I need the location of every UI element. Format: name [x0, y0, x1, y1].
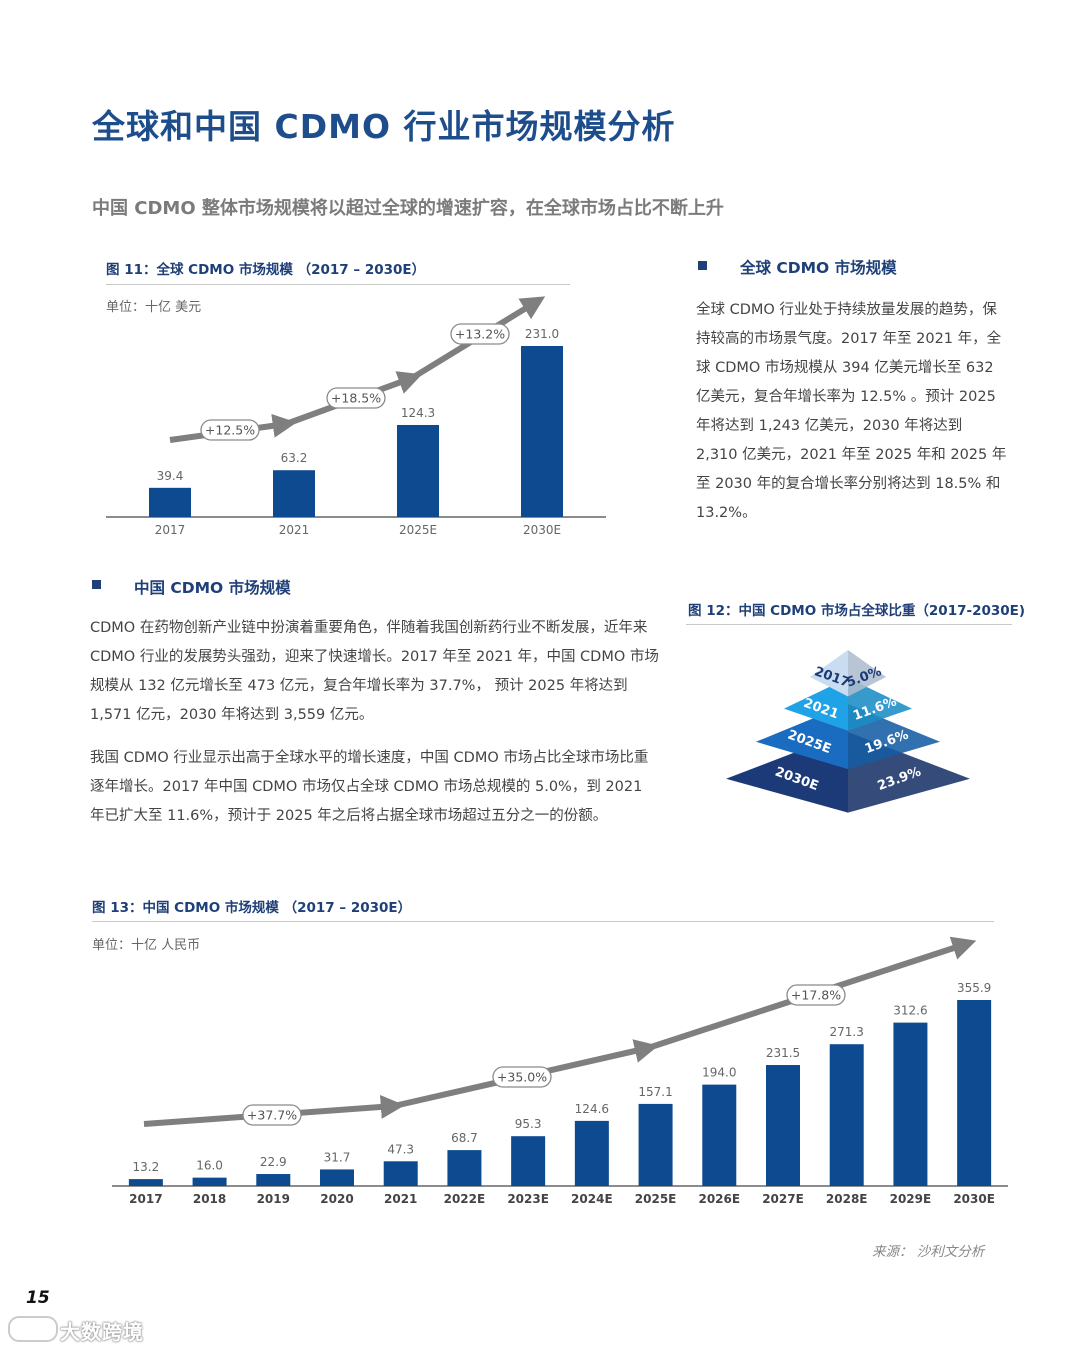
fig13-value-label: 231.5: [766, 1046, 800, 1060]
fig11-value-label: 124.3: [401, 406, 435, 420]
fig13-bar: [192, 1177, 227, 1186]
fig13-value-label: 13.2: [132, 1160, 159, 1174]
fig13-bar: [702, 1084, 737, 1186]
fig13-category-label: 2018: [193, 1192, 226, 1206]
fig11-caption: 图 11：全球 CDMO 市场规模 （2017 – 2030E）: [106, 262, 426, 278]
pyramid-tier-left-face: [810, 650, 848, 697]
fig13-value-label: 355.9: [957, 981, 991, 995]
fig11-value-label: 39.4: [157, 469, 184, 483]
fig11-growth-label: +18.5%: [331, 391, 381, 406]
fig13-category-label: 2023E: [507, 1192, 549, 1206]
fig13-category-label: 2017: [129, 1192, 162, 1206]
fig13-category-label: 2029E: [890, 1192, 932, 1206]
pyramid-tier-left-face: [784, 678, 848, 731]
fig13-bar: [447, 1150, 482, 1186]
fig13-value-label: 31.7: [324, 1150, 351, 1164]
fig11-value-label: 231.0: [525, 327, 559, 341]
fig13-caption: 图 13：中国 CDMO 市场规模 （2017 – 2030E）: [92, 900, 412, 916]
fig13-category-label: 2020: [320, 1192, 353, 1206]
fig13-bar: [320, 1169, 354, 1186]
fig13-bar: [766, 1065, 800, 1186]
fig13-category-label: 2027E: [762, 1192, 804, 1206]
pyramid-tier-right-face: [848, 678, 912, 731]
fig11-bar: [149, 487, 191, 517]
fig13-bar: [128, 1179, 163, 1186]
fig13-bar: [638, 1103, 673, 1186]
fig13-value-label: 95.3: [515, 1117, 542, 1131]
fig12-divider: [686, 624, 1012, 625]
watermark-logo-icon: [8, 1316, 58, 1342]
fig13-value-label: 124.6: [575, 1102, 609, 1116]
fig11-bar: [397, 424, 439, 517]
fig11-divider: [106, 284, 570, 285]
fig13-growth-pill: [786, 984, 846, 1006]
fig11-category-label: 2030E: [523, 523, 561, 537]
fig11-category-label: 2021: [279, 523, 310, 537]
fig11-category-label: 2017: [155, 523, 186, 537]
fig11-chart: 39.4 2017 63.2 2021 124.3 2025E 231.0 2030E +12.…: [106, 296, 606, 537]
fig13-category-label: 2021: [384, 1192, 417, 1206]
fig11-growth-label: +13.2%: [455, 327, 505, 342]
fig13-divider: [92, 921, 994, 922]
fig11-value-label: 63.2: [281, 451, 308, 465]
fig13-bar: [383, 1161, 418, 1186]
fig13-growth-label: +37.7%: [247, 1108, 297, 1123]
fig11-growth-label: +12.5%: [205, 423, 255, 438]
global-section-heading: 全球 CDMO 市场规模: [740, 259, 897, 277]
fig13-category-label: 2028E: [826, 1192, 868, 1206]
fig13-value-label: 68.7: [451, 1131, 478, 1145]
fig13-bar: [511, 1136, 546, 1186]
page-title: 全球和中国 CDMO 行业市场规模分析: [92, 107, 676, 146]
fig13-value-label: 312.6: [893, 1004, 927, 1018]
fig13-value-label: 157.1: [638, 1085, 672, 1099]
fig13-unit: 单位：十亿 人民币: [92, 938, 201, 953]
china-section-heading: 中国 CDMO 市场规模: [134, 579, 291, 597]
china-section-paragraph-2: 我国 CDMO 行业显示出高于全球水平的增长速度，中国 CDMO 市场占比全球市…: [90, 750, 649, 824]
global-section-paragraph: 全球 CDMO 行业处于持续放量发展的趋势，保持较高的市场景气度。2017 年至…: [696, 302, 1007, 521]
fig11-category-label: 2025E: [399, 523, 437, 537]
china-section-paragraph-1: CDMO 在药物创新产业链中扮演着重要角色，伴随着我国创新药行业不断发展，近年来…: [90, 620, 659, 723]
fig11-growth-pill: [326, 387, 386, 409]
fig11-growth-pill: [450, 323, 510, 345]
fig11-unit: 单位：十亿 美元: [106, 300, 202, 315]
fig13-value-label: 194.0: [702, 1066, 736, 1080]
global-section-bullet: [698, 261, 707, 270]
fig13-growth-label: +17.8%: [791, 988, 841, 1003]
fig13-category-label: 2025E: [635, 1192, 677, 1206]
fig13-category-label: 2019: [257, 1192, 290, 1206]
page-subtitle: 中国 CDMO 整体市场规模将以超过全球的增速扩容，在全球市场占比不断上升: [92, 198, 724, 219]
fig13-bar: [893, 1022, 928, 1186]
page-number: 15: [26, 1288, 50, 1308]
fig13-bar: [957, 1000, 992, 1186]
fig13-growth-label: +35.0%: [497, 1070, 547, 1085]
fig13-bar: [574, 1120, 609, 1186]
pyramid-tier-shade: [848, 678, 912, 731]
fig13-growth-pill: [242, 1104, 302, 1126]
source-note: 来源： 沙利文分析: [872, 1244, 985, 1260]
fig13-value-label: 47.3: [387, 1142, 414, 1156]
pyramid-tier-right-face: [848, 650, 886, 697]
china-section-bullet: [92, 580, 101, 589]
fig13-category-label: 2024E: [571, 1192, 613, 1206]
fig11-bar: [521, 346, 563, 517]
fig13-bar: [256, 1174, 291, 1186]
fig13-bar: [829, 1044, 864, 1186]
fig13-chart: 13.2 2017 16.0 2018 22.9 2019 31.7 2020 47.3 2021…: [112, 936, 1008, 1206]
fig13-category-label: 2030E: [953, 1192, 995, 1206]
fig13-value-label: 271.3: [830, 1025, 864, 1039]
fig11-growth-pill: [200, 419, 260, 441]
fig13-category-label: 2022E: [444, 1192, 486, 1206]
fig13-category-label: 2026E: [698, 1192, 740, 1206]
fig11-bar: [273, 470, 315, 517]
fig12-caption: 图 12：中国 CDMO 市场占全球比重（2017-2030E): [688, 603, 1026, 619]
fig13-growth-pill: [492, 1066, 552, 1088]
fig13-value-label: 16.0: [196, 1159, 223, 1173]
pyramid-tier-shade: [848, 650, 886, 697]
watermark-text: 大数跨境: [60, 1320, 144, 1344]
fig13-value-label: 22.9: [260, 1155, 287, 1169]
